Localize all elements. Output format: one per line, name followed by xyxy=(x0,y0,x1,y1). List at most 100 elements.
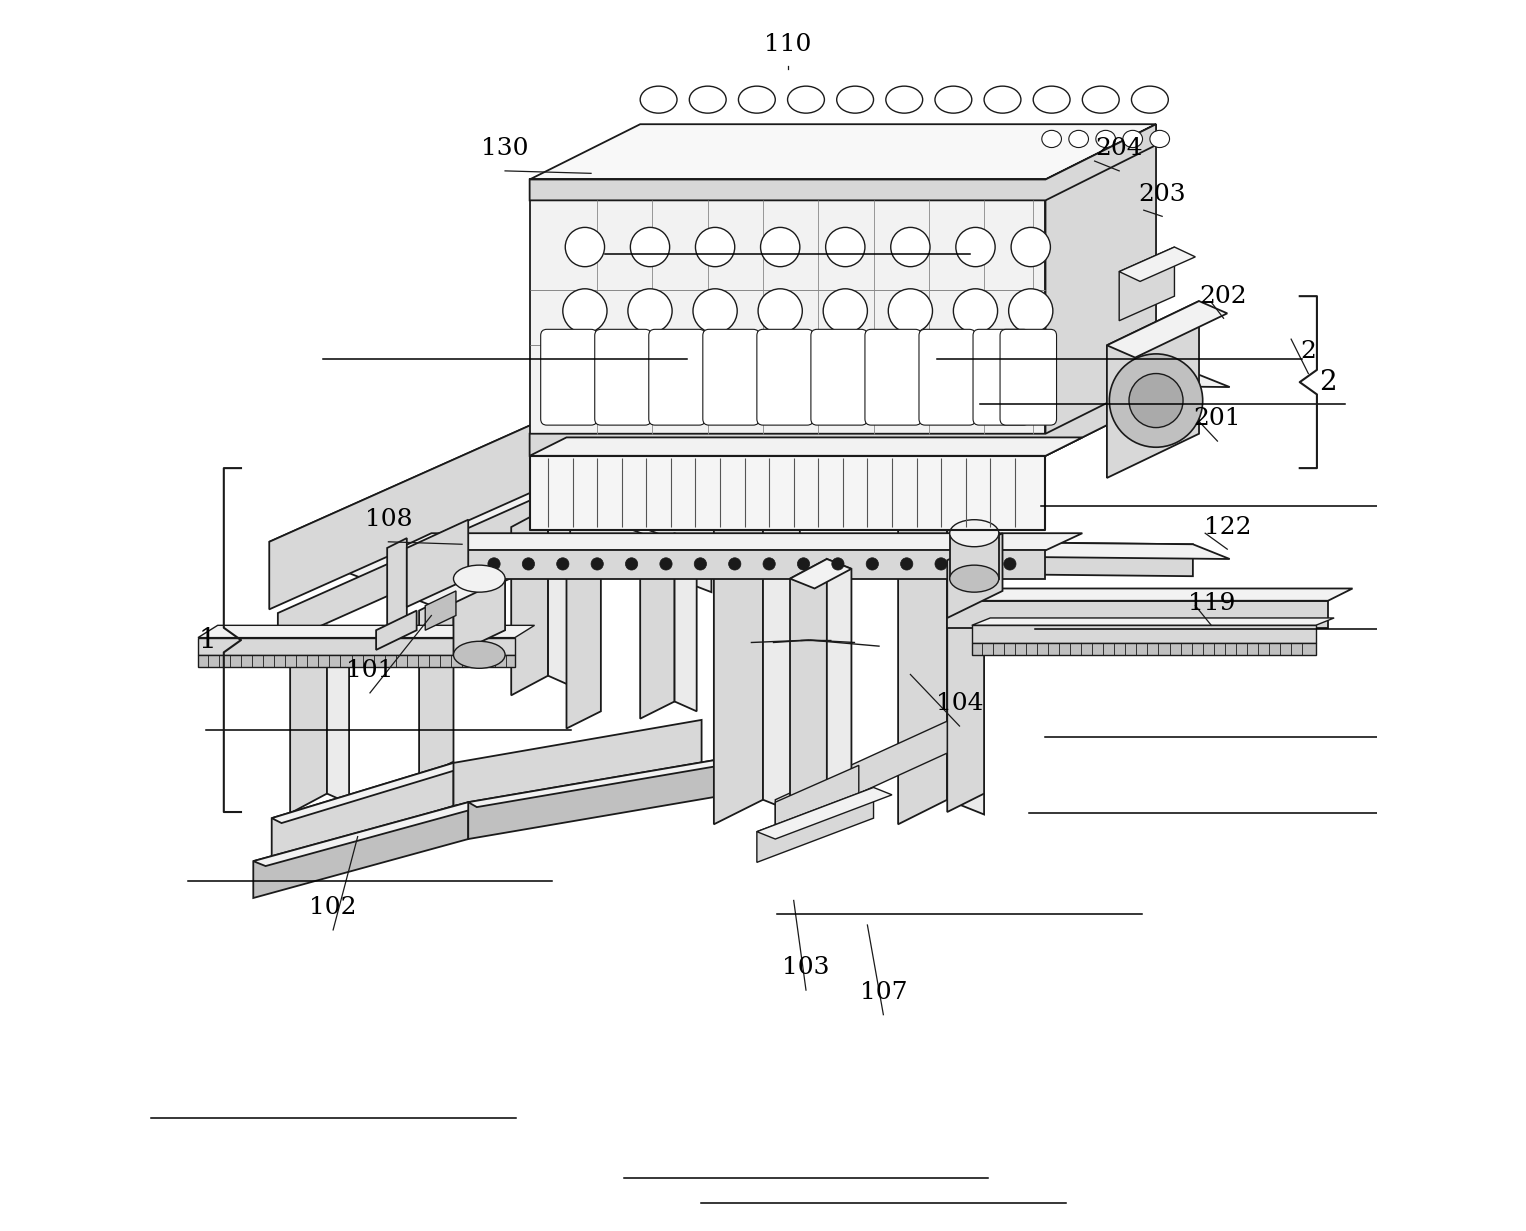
Circle shape xyxy=(935,558,948,570)
Text: 110: 110 xyxy=(765,33,812,55)
Text: 108: 108 xyxy=(365,508,412,532)
Ellipse shape xyxy=(1123,130,1143,148)
Ellipse shape xyxy=(984,86,1021,113)
Circle shape xyxy=(563,289,607,334)
Polygon shape xyxy=(395,550,1045,579)
Circle shape xyxy=(696,228,734,267)
Circle shape xyxy=(826,228,865,267)
Polygon shape xyxy=(269,419,545,609)
Text: 202: 202 xyxy=(1199,284,1247,308)
Text: 1: 1 xyxy=(198,627,217,654)
Polygon shape xyxy=(899,369,984,409)
FancyBboxPatch shape xyxy=(865,330,922,425)
Polygon shape xyxy=(948,588,1352,601)
Polygon shape xyxy=(453,720,702,806)
Circle shape xyxy=(728,558,742,570)
Text: 103: 103 xyxy=(783,956,830,980)
Polygon shape xyxy=(763,369,984,384)
Polygon shape xyxy=(948,369,1193,404)
Polygon shape xyxy=(375,611,417,650)
Polygon shape xyxy=(566,543,601,729)
Circle shape xyxy=(900,558,913,570)
Circle shape xyxy=(694,558,707,570)
Polygon shape xyxy=(948,369,1230,387)
Polygon shape xyxy=(1106,302,1199,478)
Polygon shape xyxy=(1119,247,1195,282)
FancyBboxPatch shape xyxy=(919,330,975,425)
Polygon shape xyxy=(545,419,716,556)
Polygon shape xyxy=(949,533,1000,579)
Polygon shape xyxy=(278,495,542,645)
Polygon shape xyxy=(198,625,534,638)
Ellipse shape xyxy=(1033,86,1070,113)
Ellipse shape xyxy=(949,519,1000,547)
Text: 2: 2 xyxy=(1300,340,1317,363)
Text: 130: 130 xyxy=(481,138,530,160)
Polygon shape xyxy=(290,625,327,814)
Circle shape xyxy=(1129,373,1183,427)
Ellipse shape xyxy=(641,86,678,113)
Circle shape xyxy=(693,289,737,334)
Polygon shape xyxy=(253,803,468,897)
Polygon shape xyxy=(775,721,948,832)
Polygon shape xyxy=(790,559,827,820)
Polygon shape xyxy=(948,533,1003,618)
Circle shape xyxy=(659,558,671,570)
Circle shape xyxy=(1109,353,1202,447)
FancyBboxPatch shape xyxy=(649,330,705,425)
Text: 101: 101 xyxy=(346,660,394,682)
Polygon shape xyxy=(426,591,456,630)
FancyBboxPatch shape xyxy=(810,330,867,425)
Ellipse shape xyxy=(690,86,726,113)
FancyBboxPatch shape xyxy=(703,330,760,425)
Circle shape xyxy=(798,558,810,570)
Polygon shape xyxy=(407,519,468,607)
Circle shape xyxy=(823,289,867,334)
Text: 204: 204 xyxy=(1096,138,1143,160)
Polygon shape xyxy=(674,533,697,712)
Polygon shape xyxy=(763,369,800,815)
Polygon shape xyxy=(972,618,1334,625)
Polygon shape xyxy=(1119,247,1175,321)
Polygon shape xyxy=(827,559,852,810)
Polygon shape xyxy=(327,625,349,804)
Circle shape xyxy=(488,558,501,570)
FancyBboxPatch shape xyxy=(595,330,652,425)
Circle shape xyxy=(758,289,803,334)
Polygon shape xyxy=(395,533,1082,550)
Polygon shape xyxy=(548,507,571,686)
Polygon shape xyxy=(530,180,1045,455)
Polygon shape xyxy=(420,593,453,779)
Text: 203: 203 xyxy=(1138,182,1186,206)
Polygon shape xyxy=(757,788,893,840)
Circle shape xyxy=(630,228,670,267)
Ellipse shape xyxy=(1096,130,1116,148)
Polygon shape xyxy=(1045,124,1157,455)
Polygon shape xyxy=(198,638,514,655)
Polygon shape xyxy=(948,542,1230,559)
Polygon shape xyxy=(272,763,464,824)
Ellipse shape xyxy=(1068,130,1088,148)
Polygon shape xyxy=(714,369,800,409)
Circle shape xyxy=(969,558,981,570)
Ellipse shape xyxy=(1131,86,1169,113)
Ellipse shape xyxy=(1082,86,1119,113)
FancyBboxPatch shape xyxy=(1000,330,1056,425)
Polygon shape xyxy=(198,655,514,667)
Polygon shape xyxy=(972,643,1315,655)
Ellipse shape xyxy=(453,641,505,668)
Ellipse shape xyxy=(885,86,923,113)
Circle shape xyxy=(888,289,932,334)
Ellipse shape xyxy=(949,565,1000,592)
Ellipse shape xyxy=(787,86,824,113)
Polygon shape xyxy=(453,579,505,655)
Circle shape xyxy=(420,558,432,570)
Polygon shape xyxy=(530,455,1045,529)
Polygon shape xyxy=(468,760,720,840)
Circle shape xyxy=(627,289,671,334)
Polygon shape xyxy=(641,533,674,719)
Circle shape xyxy=(891,228,929,267)
Text: 2: 2 xyxy=(1318,368,1337,395)
Ellipse shape xyxy=(1151,130,1169,148)
Circle shape xyxy=(1012,228,1050,267)
